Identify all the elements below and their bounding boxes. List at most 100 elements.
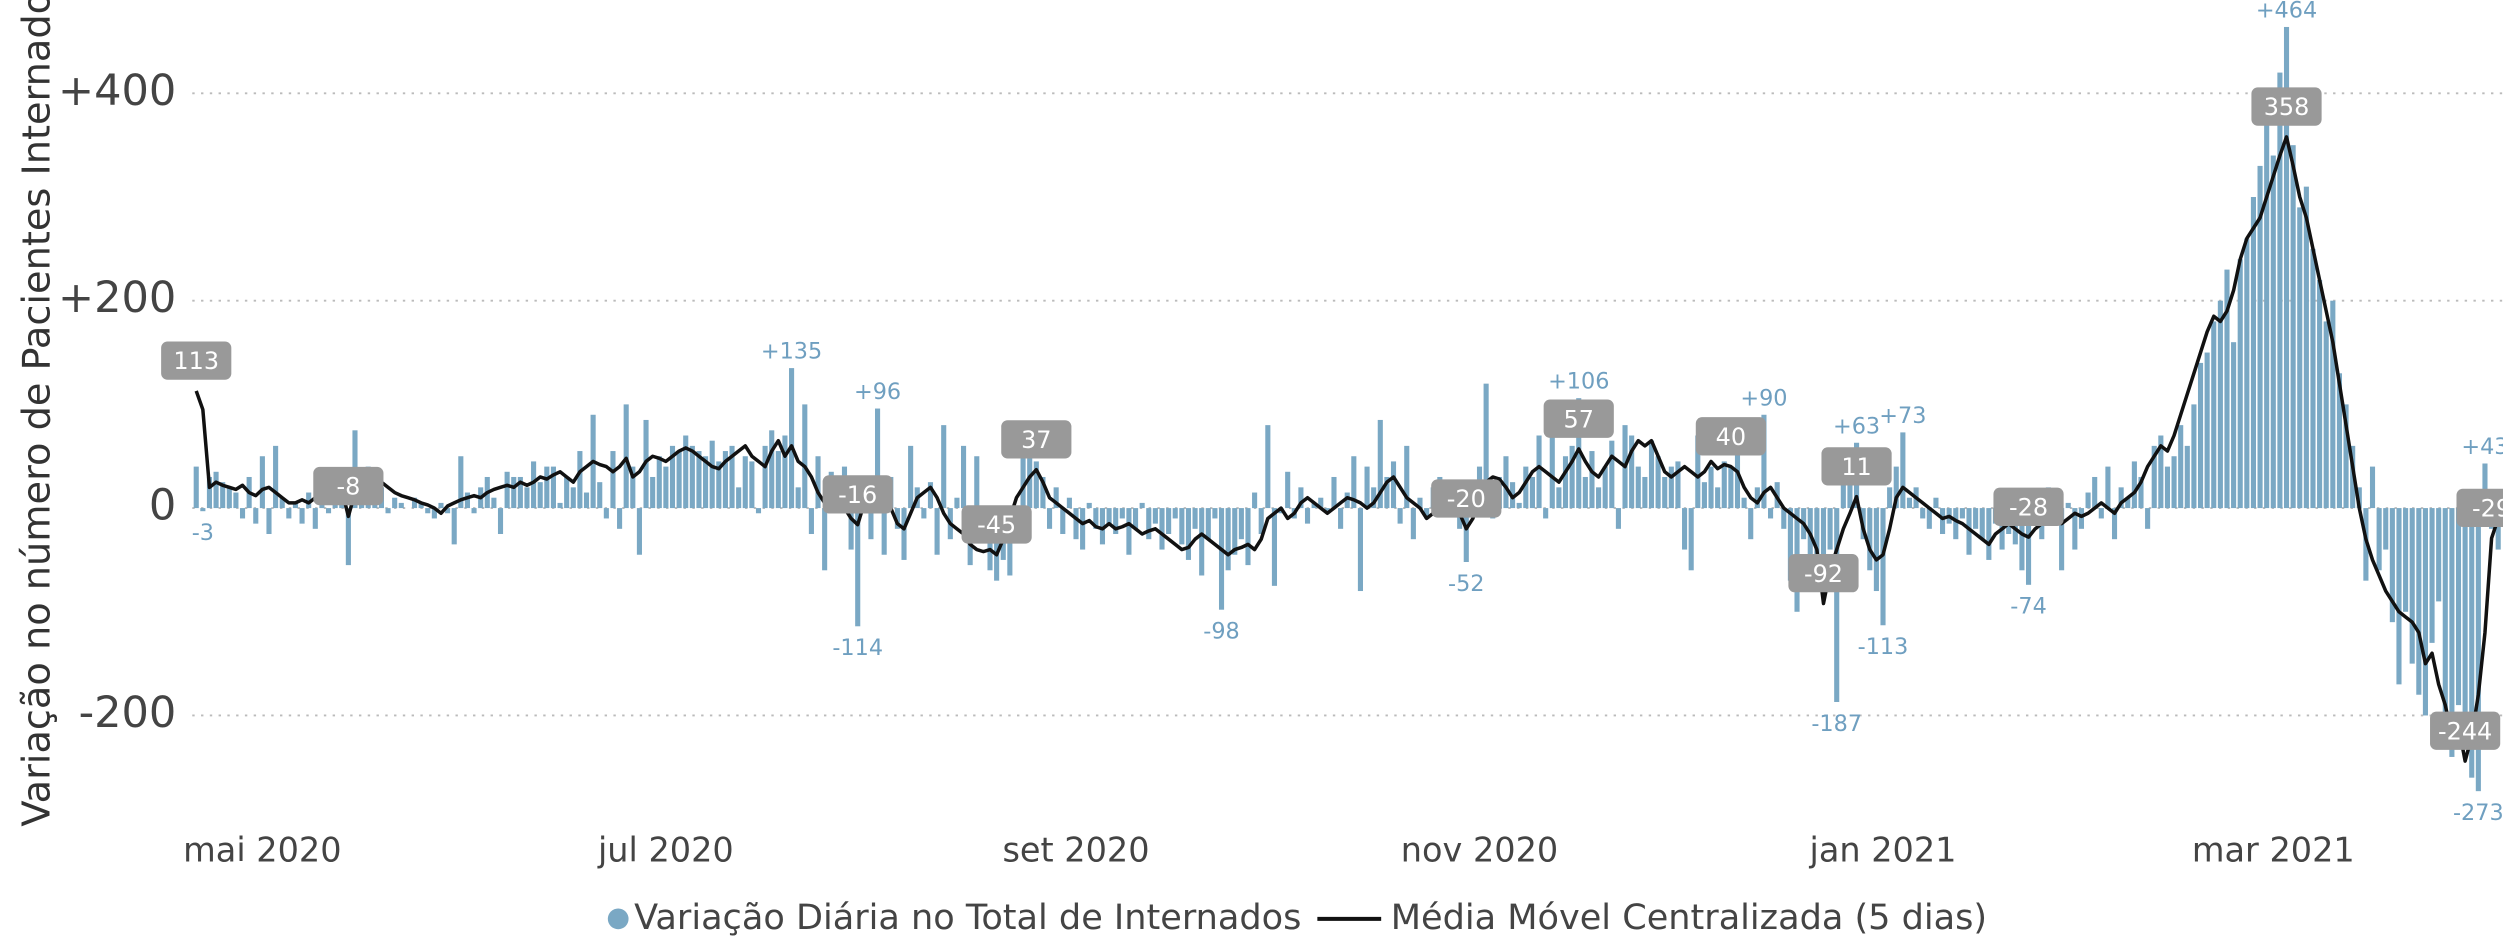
bar <box>1298 487 1304 509</box>
line-value-label: -244 <box>2438 717 2492 745</box>
bar <box>1675 461 1681 509</box>
bar <box>312 508 318 529</box>
bar <box>815 456 821 509</box>
bar-value-label: +90 <box>1740 385 1787 411</box>
bar <box>286 508 292 519</box>
bar <box>1238 508 1244 540</box>
bar <box>2211 321 2217 509</box>
bar <box>2436 508 2442 602</box>
bar <box>1093 508 1099 529</box>
bar <box>2257 165 2263 509</box>
bar <box>775 451 781 509</box>
bar <box>1139 502 1145 509</box>
bar <box>1172 508 1178 519</box>
bar <box>2111 508 2118 540</box>
bar <box>782 435 788 509</box>
bar <box>438 502 444 509</box>
bar <box>564 476 570 509</box>
bar <box>2078 508 2085 529</box>
x-tick-label: jan 2021 <box>1809 830 1957 869</box>
bar <box>1576 398 1582 509</box>
bar <box>1734 451 1741 509</box>
bar <box>1728 466 1734 509</box>
bar-value-label: -52 <box>1448 571 1484 597</box>
bar <box>1390 461 1397 509</box>
bar <box>1463 508 1469 563</box>
bar <box>570 487 576 509</box>
line-value-label: 40 <box>1716 423 1746 451</box>
bar <box>1708 466 1714 509</box>
bar <box>722 451 728 509</box>
bar <box>795 487 801 509</box>
bar <box>1331 476 1337 509</box>
bar <box>431 508 437 519</box>
bar <box>1225 508 1231 571</box>
bar <box>2217 300 2223 509</box>
bar <box>398 502 404 509</box>
line-value-label: -92 <box>1804 560 1843 588</box>
bar <box>2145 508 2151 529</box>
bar-value-label: -273 <box>2453 800 2503 826</box>
bar-value-label: -98 <box>1203 619 1239 645</box>
bar <box>418 502 424 509</box>
bar <box>769 430 775 509</box>
bar <box>299 508 305 524</box>
bar <box>1893 466 1899 509</box>
bar <box>2264 114 2270 509</box>
bar <box>2310 248 2316 509</box>
bar <box>292 502 299 509</box>
bar <box>2442 508 2448 726</box>
bar <box>1562 456 1569 509</box>
bar <box>2303 186 2309 509</box>
bar <box>1701 482 1707 509</box>
bar <box>239 508 246 519</box>
line <box>194 135 2500 763</box>
bar <box>2495 508 2501 550</box>
x-tick-label: jul 2020 <box>597 830 734 869</box>
bar-value-label: +96 <box>854 379 901 405</box>
bar <box>2158 435 2164 509</box>
bar <box>2019 508 2025 571</box>
bar <box>451 508 457 545</box>
line-value-label: 57 <box>1564 405 1594 433</box>
line-label-box <box>313 466 384 506</box>
line-label-box <box>822 475 893 514</box>
bar <box>2244 238 2250 509</box>
line-label-box <box>2456 488 2503 527</box>
bar <box>1060 508 1066 535</box>
y-tick-label: +200 <box>58 273 176 323</box>
line-label-box <box>2430 711 2501 750</box>
bar-value-label: -187 <box>1811 711 1862 737</box>
bar <box>2164 466 2171 509</box>
bar <box>1933 497 1939 509</box>
bar <box>1099 508 1106 545</box>
line-label-box <box>961 505 1032 544</box>
line-label-box <box>1001 420 1072 459</box>
bar <box>1543 508 1549 519</box>
bar <box>1351 456 1357 509</box>
bar <box>636 508 642 555</box>
bar <box>1629 435 1635 509</box>
bar <box>822 508 828 571</box>
bar <box>2336 373 2342 509</box>
bar <box>524 487 530 509</box>
line-value-label: 358 <box>2264 93 2310 121</box>
bar <box>941 425 947 509</box>
bar <box>226 487 232 509</box>
bar <box>445 508 451 514</box>
bar <box>1682 508 1688 550</box>
bar <box>1338 508 1344 529</box>
bar-series <box>193 26 2501 792</box>
bar <box>1589 451 1595 509</box>
bar <box>1781 508 1787 529</box>
bar <box>908 445 914 509</box>
bar <box>2403 508 2409 612</box>
bar <box>1132 508 1139 529</box>
line-value-label: -16 <box>838 481 877 509</box>
bar <box>1205 508 1211 540</box>
bar <box>1820 508 1827 560</box>
bar <box>1377 419 1383 509</box>
bar <box>2389 508 2395 623</box>
